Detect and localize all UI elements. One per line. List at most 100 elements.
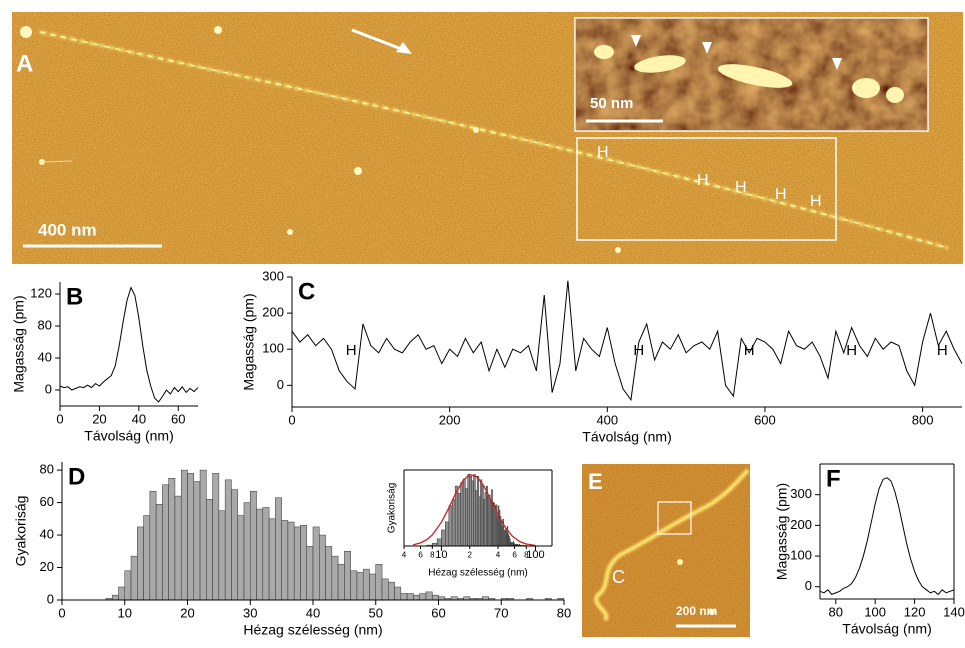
bar (206, 499, 213, 601)
x-tick-label: 40 (306, 606, 320, 621)
bar (287, 521, 295, 601)
bar (174, 495, 182, 601)
x-tick-label: 80 (557, 606, 571, 621)
bar (331, 555, 339, 601)
annotation: H (346, 342, 357, 359)
panel-label: C (298, 278, 315, 305)
y-tick-label: 100 (790, 547, 812, 562)
y-tick-label: 80 (38, 317, 52, 332)
x-tick-label: 400 (596, 413, 618, 428)
x-tick-label: 50 (369, 606, 383, 621)
x-tick-label: 800 (912, 413, 934, 428)
bar (394, 586, 402, 601)
gap-marker: H (735, 179, 747, 196)
afm-image-a: A 400 nm 50 nm H H H H H (12, 12, 963, 264)
line (819, 477, 955, 596)
bar (218, 510, 226, 601)
panel-label: F (826, 465, 841, 492)
bar (445, 521, 450, 547)
y-tick-label: 100 (262, 341, 284, 356)
bar (448, 505, 453, 547)
x-tick-label: 200 (439, 413, 461, 428)
bar (425, 591, 433, 601)
afm-image-e: E 200 nm C (582, 464, 750, 637)
bar (224, 479, 232, 601)
bar (419, 593, 427, 601)
bar (350, 570, 358, 601)
annotation: H (744, 342, 755, 359)
x-tick-label: 0 (58, 606, 65, 621)
bar (137, 526, 144, 601)
bar (231, 489, 238, 601)
x-axis-label: Hézag szélesség (nm) (243, 622, 382, 638)
y-tick-label: 60 (40, 494, 54, 509)
x-tick-label: 30 (243, 606, 257, 621)
bar (187, 473, 195, 601)
y-axis-label: Magasság (pm) (11, 295, 27, 392)
bar (388, 581, 395, 601)
x-tick-label: 10 (435, 549, 447, 561)
bar (199, 469, 207, 601)
x-tick-label: 40 (132, 412, 146, 427)
x-tick-label: 8 (524, 550, 529, 559)
panel-label: D (68, 463, 85, 490)
bar (473, 474, 476, 547)
panel-label: A (16, 50, 33, 77)
bar (162, 484, 169, 601)
bar (369, 573, 377, 601)
x-tick-label: 2 (467, 550, 472, 559)
gap-marker: H (697, 172, 709, 189)
annotation: H (633, 342, 644, 359)
bar (275, 497, 282, 601)
bar (193, 481, 201, 601)
x-tick-label: 0 (56, 412, 63, 427)
bar (356, 572, 364, 601)
bar (406, 593, 414, 601)
x-tick-label: 6 (512, 550, 517, 559)
contour-marker: C (612, 567, 625, 587)
bar (375, 564, 383, 601)
annotation: H (846, 342, 857, 359)
bar (250, 490, 257, 601)
bar (111, 594, 119, 601)
y-axis-label: Gyakoriság (387, 483, 398, 534)
bar (293, 526, 301, 601)
bar (143, 515, 151, 601)
x-tick-label: 8 (430, 550, 435, 559)
x-axis-label: Hézag szélesség (nm) (428, 568, 527, 579)
x-tick-label: 60 (171, 412, 185, 427)
line (291, 280, 963, 402)
y-tick-label: 0 (47, 591, 54, 606)
bar (469, 476, 472, 547)
bar (465, 488, 468, 547)
y-tick-label: 300 (790, 486, 812, 501)
bar (281, 520, 289, 601)
panel-label: B (66, 283, 83, 310)
gap-marker: H (775, 186, 787, 203)
scale-bar-label: 400 nm (38, 220, 97, 239)
gap-marker: H (597, 144, 609, 161)
x-tick-label: 140 (943, 605, 965, 620)
x-tick-label: 120 (904, 605, 926, 620)
y-tick-label: 80 (40, 462, 54, 477)
scale-bar-label: 200 nm (676, 604, 717, 618)
bar (441, 529, 446, 547)
bar (467, 474, 470, 547)
inset-scale-bar-label: 50 nm (590, 95, 633, 112)
y-tick-label: 300 (262, 268, 284, 283)
bar (256, 508, 264, 601)
panel-chart: 0 10 20 30 40 50 60 70 80 0 20 40 60 80 Hézag szélessé… (13, 462, 572, 638)
y-tick-label: 200 (790, 517, 812, 532)
x-tick-label: 100 (864, 605, 886, 620)
y-axis-label: Magasság (pm) (241, 293, 257, 390)
bar (325, 546, 333, 601)
bar (319, 534, 326, 601)
x-axis-label: Távolság (nm) (842, 621, 931, 637)
x-tick-label: 600 (754, 413, 776, 428)
x-tick-label: 70 (494, 606, 508, 621)
y-tick-label: 0 (805, 578, 812, 593)
bar (300, 525, 307, 601)
x-tick-label: 0 (288, 413, 295, 428)
